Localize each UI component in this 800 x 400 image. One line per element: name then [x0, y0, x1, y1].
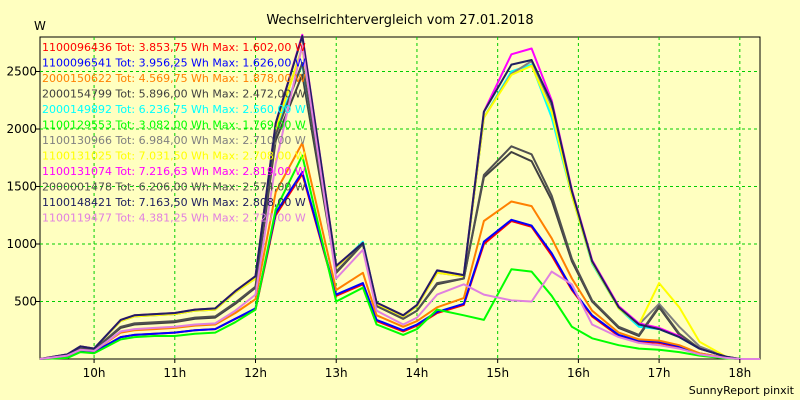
legend-entry-5: 1100129553 Tot: 3.082,00 Wh Max: 1.769,0…	[42, 119, 306, 132]
legend-entry-4: 2000149892 Tot: 6.236,75 Wh Max: 2.560,0…	[42, 103, 306, 116]
series-line-5	[39, 154, 760, 360]
y-tick-label: 2000	[6, 122, 37, 136]
x-tick-label: 12h	[244, 366, 267, 380]
y-tick-label: 2500	[6, 65, 37, 79]
y-axis-unit-label: W	[34, 19, 46, 33]
y-tick-label: 500	[14, 295, 37, 309]
x-tick-label: 15h	[486, 366, 509, 380]
series-line-11	[39, 44, 760, 360]
x-tick-label: 16h	[567, 366, 590, 380]
series-line-1	[39, 171, 760, 360]
chart-title: Wechselrichtervergleich vom 27.01.2018	[266, 13, 533, 28]
series-line-2	[39, 142, 760, 360]
legend-entry-10: 1100148421 Tot: 7.163,50 Wh Max: 2.808,0…	[42, 196, 306, 209]
series-line-7	[39, 46, 760, 360]
grid-layer	[40, 37, 760, 359]
legend-entry-9: 2000001478 Tot: 6.206,00 Wh Max: 2.574,0…	[42, 181, 306, 194]
axis-layer: 10h 11h 12h 13h 14h 15h 16h 17h 18h 500 1000 1500 20…	[6, 65, 751, 381]
legend: 1100096436 Tot: 3.853,75 Wh Max: 1.602,0…	[42, 41, 306, 225]
legend-entry-3: 2000154799 Tot: 5.896,00 Wh Max: 2.472,0…	[42, 88, 306, 101]
x-tick-label: 18h	[728, 366, 751, 380]
series-line-10	[39, 35, 760, 360]
y-tick-label: 1500	[6, 180, 37, 194]
legend-entry-6: 1100130966 Tot: 6.984,00 Wh Max: 2.710,0…	[42, 134, 306, 147]
series-layer	[39, 33, 760, 360]
legend-entry-1: 1100096541 Tot: 3.956,25 Wh Max: 1.626,0…	[42, 57, 306, 70]
legend-entry-7: 1100131025 Tot: 7.031,50 Wh Max: 2.708,0…	[42, 150, 306, 163]
y-tick-label: 1000	[6, 237, 37, 251]
legend-entry-2: 2000150622 Tot: 4.569,75 Wh Max: 1.878,0…	[42, 72, 306, 85]
x-tick-label: 10h	[83, 366, 106, 380]
legend-entry-0: 1100096436 Tot: 3.853,75 Wh Max: 1.602,0…	[42, 41, 306, 54]
legend-entry-8: 1100131074 Tot: 7.216,63 Wh Max: 2.819,0…	[42, 165, 306, 178]
footer-credit: SunnyReport pinxit	[689, 384, 795, 397]
legend-entry-11: 1100119477 Tot: 4.381,25 Wh Max: 2.727,0…	[42, 212, 306, 225]
x-tick-label: 13h	[325, 366, 348, 380]
x-tick-label: 14h	[406, 366, 429, 380]
plot-area	[39, 36, 761, 360]
x-tick-label: 17h	[648, 366, 671, 380]
x-tick-label: 11h	[163, 366, 186, 380]
